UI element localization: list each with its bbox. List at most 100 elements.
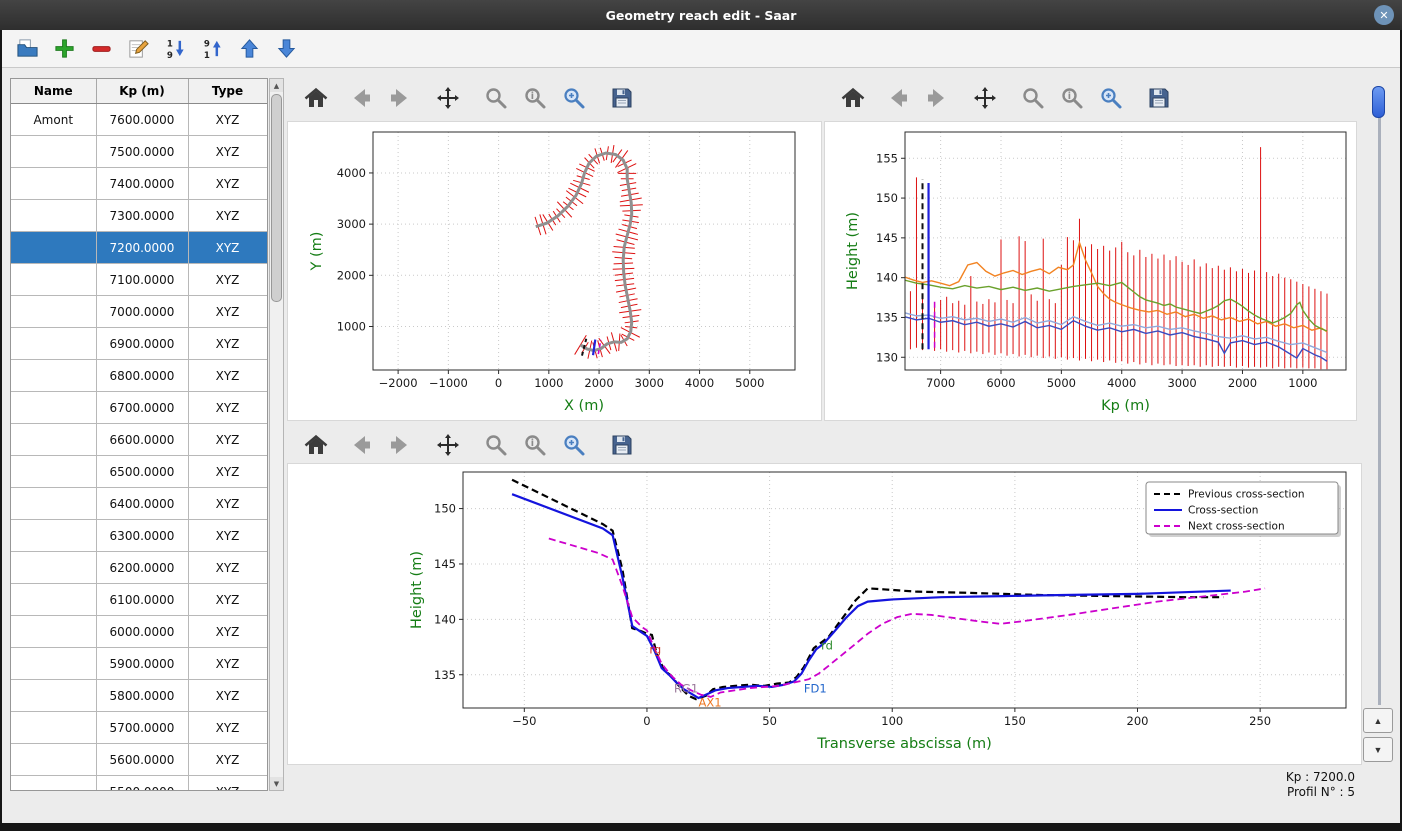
plan-view-figure[interactable]: −2000 −1000 0 1000 2000 3000 4000 5000 1000 2000 3… bbox=[287, 121, 822, 421]
cell-type[interactable]: XYZ bbox=[188, 615, 267, 648]
cell-kp[interactable]: 7600.0000 bbox=[96, 103, 189, 136]
table-row[interactable]: 6400.0000 XYZ bbox=[11, 487, 267, 520]
cell-name[interactable] bbox=[11, 775, 97, 790]
cell-kp[interactable]: 6000.0000 bbox=[96, 615, 189, 648]
zoom-icon[interactable] bbox=[1020, 85, 1046, 111]
column-header-name[interactable]: Name bbox=[11, 79, 97, 104]
cell-type[interactable]: XYZ bbox=[188, 391, 267, 424]
cell-kp[interactable]: 6500.0000 bbox=[96, 455, 189, 488]
table-row[interactable]: 5800.0000 XYZ bbox=[11, 679, 267, 712]
cell-kp[interactable]: 7000.0000 bbox=[96, 295, 189, 328]
back-icon[interactable] bbox=[885, 85, 911, 111]
cell-type[interactable]: XYZ bbox=[188, 519, 267, 552]
scroll-down-icon[interactable]: ▼ bbox=[270, 777, 283, 790]
cell-name[interactable] bbox=[11, 231, 97, 264]
cell-kp[interactable]: 5900.0000 bbox=[96, 647, 189, 680]
table-scrollbar[interactable]: ▲ ▼ bbox=[269, 78, 284, 791]
zoom-select-icon[interactable] bbox=[561, 85, 587, 111]
cell-name[interactable] bbox=[11, 615, 97, 648]
cell-type[interactable]: XYZ bbox=[188, 711, 267, 744]
remove-icon[interactable] bbox=[88, 36, 114, 62]
table-row[interactable]: 6600.0000 XYZ bbox=[11, 423, 267, 456]
column-header-type[interactable]: Type bbox=[188, 79, 267, 104]
cell-type[interactable]: XYZ bbox=[188, 359, 267, 392]
cell-type[interactable]: XYZ bbox=[188, 199, 267, 232]
pan-icon[interactable] bbox=[435, 85, 461, 111]
cell-kp[interactable]: 6100.0000 bbox=[96, 583, 189, 616]
cell-kp[interactable]: 7200.0000 bbox=[96, 231, 189, 264]
save-icon[interactable] bbox=[609, 85, 635, 111]
table-row[interactable]: 6200.0000 XYZ bbox=[11, 551, 267, 584]
cell-name[interactable] bbox=[11, 647, 97, 680]
home-icon[interactable] bbox=[303, 432, 329, 458]
cell-kp[interactable]: 7400.0000 bbox=[96, 167, 189, 200]
cell-name[interactable] bbox=[11, 743, 97, 776]
cell-name[interactable] bbox=[11, 711, 97, 744]
table-row[interactable]: 6300.0000 XYZ bbox=[11, 519, 267, 552]
cell-name[interactable] bbox=[11, 135, 97, 168]
cell-type[interactable]: XYZ bbox=[188, 135, 267, 168]
close-button[interactable]: ✕ bbox=[1374, 5, 1394, 25]
scrollbar-thumb[interactable] bbox=[271, 94, 282, 302]
cell-kp[interactable]: 5500.0000 bbox=[96, 775, 189, 790]
cell-name[interactable] bbox=[11, 199, 97, 232]
plan-view-plot[interactable]: −2000 −1000 0 1000 2000 3000 4000 5000 1000 2000 3… bbox=[288, 122, 821, 420]
cross-section-figure[interactable]: rg rd FD1 AX1 RG1 −50 0 50 100 150 200 250 135 140 145… bbox=[287, 463, 1362, 765]
long-profile-figure[interactable]: 7000 6000 5000 4000 3000 2000 1000 130 135 140 145… bbox=[824, 121, 1357, 421]
cell-type[interactable]: XYZ bbox=[188, 263, 267, 296]
table-row[interactable]: 7200.0000 XYZ bbox=[11, 231, 267, 264]
table-row[interactable]: 5600.0000 XYZ bbox=[11, 743, 267, 776]
cell-type[interactable]: XYZ bbox=[188, 583, 267, 616]
table-row[interactable]: 6500.0000 XYZ bbox=[11, 455, 267, 488]
forward-icon[interactable] bbox=[387, 432, 413, 458]
cell-kp[interactable]: 6300.0000 bbox=[96, 519, 189, 552]
zoom-icon[interactable] bbox=[483, 432, 509, 458]
save-icon[interactable] bbox=[1146, 85, 1172, 111]
cell-type[interactable]: XYZ bbox=[188, 455, 267, 488]
cell-kp[interactable]: 7100.0000 bbox=[96, 263, 189, 296]
cell-kp[interactable]: 5800.0000 bbox=[96, 679, 189, 712]
zoom-select-icon[interactable] bbox=[1098, 85, 1124, 111]
table-row[interactable]: 7500.0000 XYZ bbox=[11, 135, 267, 168]
cell-name[interactable] bbox=[11, 423, 97, 456]
scroll-up-icon[interactable]: ▲ bbox=[270, 79, 283, 92]
cell-type[interactable]: XYZ bbox=[188, 775, 267, 790]
cell-type[interactable]: XYZ bbox=[188, 487, 267, 520]
cell-kp[interactable]: 7500.0000 bbox=[96, 135, 189, 168]
zoom-select-icon[interactable] bbox=[561, 432, 587, 458]
table-row[interactable]: 7300.0000 XYZ bbox=[11, 199, 267, 232]
pan-icon[interactable] bbox=[972, 85, 998, 111]
forward-icon[interactable] bbox=[924, 85, 950, 111]
table-row[interactable]: 6900.0000 XYZ bbox=[11, 327, 267, 360]
save-icon[interactable] bbox=[609, 432, 635, 458]
home-icon[interactable] bbox=[840, 85, 866, 111]
profile-down-button[interactable]: ▼ bbox=[1363, 737, 1393, 762]
cell-kp[interactable]: 5700.0000 bbox=[96, 711, 189, 744]
cell-name[interactable] bbox=[11, 679, 97, 712]
move-up-icon[interactable] bbox=[236, 36, 262, 62]
zoom-slider-track[interactable] bbox=[1378, 90, 1381, 705]
cell-name[interactable] bbox=[11, 359, 97, 392]
pan-icon[interactable] bbox=[435, 432, 461, 458]
table-row[interactable]: 5900.0000 XYZ bbox=[11, 647, 267, 680]
table-row[interactable]: 7000.0000 XYZ bbox=[11, 295, 267, 328]
cell-kp[interactable]: 6200.0000 bbox=[96, 551, 189, 584]
cell-name[interactable] bbox=[11, 327, 97, 360]
title-bar[interactable]: Geometry reach edit - Saar ✕ bbox=[0, 0, 1402, 30]
add-icon[interactable] bbox=[51, 36, 77, 62]
cell-name[interactable] bbox=[11, 295, 97, 328]
zoom-info-icon[interactable]: i bbox=[1059, 85, 1085, 111]
cell-kp[interactable]: 6700.0000 bbox=[96, 391, 189, 424]
cell-kp[interactable]: 6400.0000 bbox=[96, 487, 189, 520]
cell-type[interactable]: XYZ bbox=[188, 327, 267, 360]
table-row[interactable]: 6100.0000 XYZ bbox=[11, 583, 267, 616]
cell-kp[interactable]: 7300.0000 bbox=[96, 199, 189, 232]
zoom-info-icon[interactable]: i bbox=[522, 85, 548, 111]
cell-kp[interactable]: 5600.0000 bbox=[96, 743, 189, 776]
cell-name[interactable] bbox=[11, 519, 97, 552]
long-profile-plot[interactable]: 7000 6000 5000 4000 3000 2000 1000 130 135 140 145… bbox=[825, 122, 1356, 420]
cell-name[interactable] bbox=[11, 455, 97, 488]
